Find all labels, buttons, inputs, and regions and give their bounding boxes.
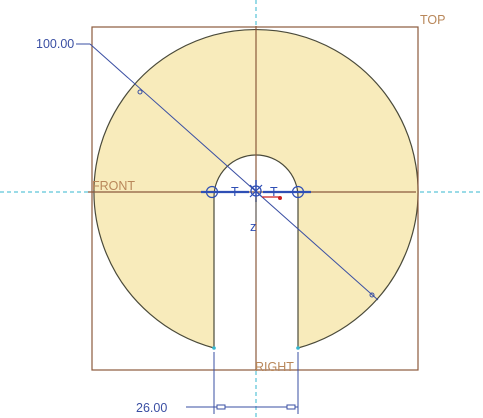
slot-width-value[interactable]: 26.00: [136, 401, 167, 415]
csys-z-label: z: [250, 220, 256, 234]
tangent-circle-icon: [291, 185, 305, 199]
diameter-arrow-upper: [137, 89, 143, 95]
diameter-line: [89, 43, 379, 301]
tangent-circle-icon: [205, 185, 219, 199]
diameter-arrow-lower: [369, 292, 375, 298]
slot-left-endpoint[interactable]: [212, 346, 216, 350]
sketch-origin[interactable]: z: [249, 180, 282, 234]
slot-width-dimension[interactable]: [186, 352, 299, 414]
slot-arrow-right: [286, 404, 296, 410]
csys-x-endpoint: [278, 196, 282, 200]
slot-right-endpoint[interactable]: [296, 346, 300, 350]
datum-label-front[interactable]: FRONT: [92, 179, 135, 193]
tangent-label-right: T: [270, 185, 278, 199]
tangent-constraint-right[interactable]: T: [263, 185, 311, 199]
tangent-label-left: T: [231, 185, 239, 199]
tangent-constraint-left[interactable]: T: [201, 185, 249, 199]
datum-label-top[interactable]: TOP: [420, 13, 445, 27]
diameter-value[interactable]: 100.00: [36, 37, 74, 51]
slot-arrow-left: [216, 404, 226, 410]
diameter-dimension[interactable]: [76, 43, 379, 301]
datum-label-right[interactable]: RIGHT: [255, 360, 294, 374]
top-datum-plane-boundary[interactable]: [91, 26, 419, 371]
